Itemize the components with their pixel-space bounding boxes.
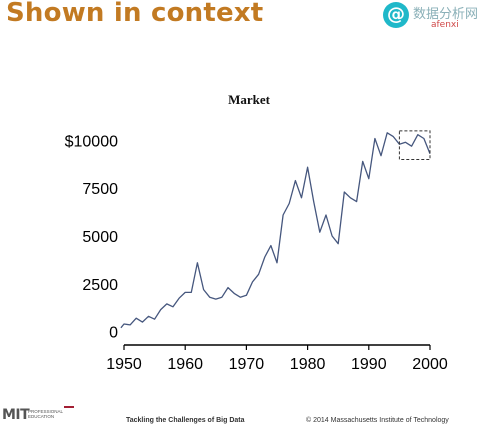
x-tick-label: 1950 bbox=[106, 356, 142, 373]
x-tick-label: 1990 bbox=[351, 356, 387, 373]
y-tick-label: 2500 bbox=[82, 277, 118, 294]
mit-logo-mark bbox=[64, 406, 74, 414]
y-tick-label: 0 bbox=[109, 325, 118, 342]
watermark-text: 数据分析网 bbox=[413, 7, 479, 22]
footer-course-title: Tackling the Challenges of Big Data bbox=[126, 417, 245, 424]
watermark: @ 数据分析网 afenxi bbox=[383, 2, 495, 34]
y-tick-label: 5000 bbox=[82, 229, 118, 246]
mit-logo-subtitle: Professional Education bbox=[28, 409, 63, 419]
slide-title: Shown in context bbox=[6, 0, 264, 28]
footer: MIT Professional Education Tackling the … bbox=[0, 400, 503, 429]
highlight-box bbox=[398, 130, 431, 161]
x-tick-label: 1980 bbox=[290, 356, 326, 373]
chart-title: Market bbox=[228, 92, 271, 107]
footer-copyright: © 2014 Massachusetts Institute of Techno… bbox=[306, 417, 449, 424]
watermark-subtext: afenxi bbox=[431, 20, 459, 30]
y-tick-label: $10000 bbox=[65, 133, 118, 150]
mit-logo: MIT bbox=[2, 407, 30, 423]
x-tick-label: 1970 bbox=[229, 356, 265, 373]
market-series-line bbox=[120, 132, 431, 329]
at-sign-icon: @ bbox=[383, 2, 409, 28]
y-tick-label: 7500 bbox=[82, 181, 118, 198]
x-tick-label: 1960 bbox=[167, 356, 203, 373]
market-chart: Market 1950 1960 1970 1980 1990 2000 0 2500 5000 7… bbox=[65, 92, 448, 373]
x-tick-label: 2000 bbox=[412, 356, 448, 373]
